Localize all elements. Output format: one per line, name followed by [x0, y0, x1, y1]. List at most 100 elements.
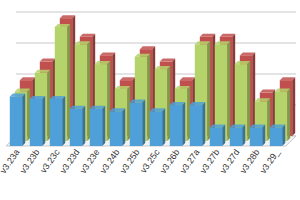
bar-side	[102, 106, 105, 146]
bar	[210, 127, 222, 146]
bar-top	[35, 70, 50, 73]
category-label: v3.27d	[218, 147, 242, 175]
bar-top	[160, 59, 175, 62]
bar-side	[127, 86, 130, 141]
bar-side	[222, 124, 225, 146]
bar	[190, 105, 202, 146]
bar	[270, 127, 282, 146]
bar-top	[55, 24, 70, 27]
bar-side	[142, 100, 145, 146]
bar-top	[150, 108, 165, 111]
category-label: v3.23b	[18, 147, 42, 175]
bar-top	[200, 34, 215, 37]
bar-side	[262, 124, 265, 146]
bar-top	[15, 88, 30, 91]
bar-top	[115, 86, 130, 89]
bar-top	[255, 98, 270, 101]
category-label: v3.28b	[238, 147, 262, 175]
bar-top	[10, 93, 25, 96]
bar-top	[95, 61, 110, 64]
category-label: v3.26b	[158, 147, 182, 175]
bar-side	[267, 98, 270, 141]
bar	[50, 99, 62, 146]
bar-top	[190, 102, 205, 105]
bar-top	[30, 96, 45, 99]
bar-side	[87, 41, 90, 141]
bar-side	[282, 124, 285, 146]
category-label: v3.27b	[198, 147, 222, 175]
bar-side	[107, 61, 110, 141]
category-label: v3.25b	[118, 147, 142, 175]
bar-top	[240, 52, 255, 55]
bar-top	[155, 66, 170, 69]
bar-top	[80, 34, 95, 37]
bar	[110, 111, 122, 146]
bar-top	[220, 34, 235, 37]
grid-line	[16, 12, 296, 13]
bar	[10, 96, 22, 146]
bar-top	[110, 108, 125, 111]
category-label: v3.27a	[178, 147, 202, 175]
bar-top	[130, 100, 145, 103]
bar-side	[287, 88, 290, 141]
bar-top	[230, 124, 245, 127]
bar-side	[122, 108, 125, 146]
category-label: v3.29_	[258, 147, 282, 176]
category-label: v3.24b	[98, 147, 122, 175]
bar-top	[120, 77, 135, 80]
bar-top	[260, 90, 275, 93]
bar	[250, 127, 262, 146]
bar-top	[90, 106, 105, 109]
bar-top	[210, 124, 225, 127]
bar	[230, 127, 242, 146]
bars	[10, 15, 295, 146]
bar	[30, 99, 42, 146]
bar-top	[140, 46, 155, 49]
bar-side	[147, 54, 150, 141]
bar-top	[170, 102, 185, 105]
bar-side	[232, 34, 235, 136]
bar-side	[27, 88, 30, 141]
chart: v3.23av3.23bv3.23cv3.23dv3.23ev3.24bv3.2…	[0, 0, 300, 200]
bar-side	[67, 24, 70, 141]
bar-side	[212, 34, 215, 136]
category-label: v3.23d	[58, 147, 82, 175]
bar	[70, 109, 82, 146]
bar-side	[62, 96, 65, 146]
bar-top	[235, 61, 250, 64]
bar-top	[50, 96, 65, 99]
bar	[150, 111, 162, 146]
bar-side	[202, 102, 205, 146]
bar-top	[280, 77, 295, 80]
bar-side	[162, 108, 165, 146]
bar-top	[215, 41, 230, 44]
bar-side	[227, 41, 230, 141]
category-label: v3.23a	[0, 147, 22, 175]
chart-svg: v3.23av3.23bv3.23cv3.23dv3.23ev3.24bv3.2…	[0, 0, 300, 200]
bar-top	[275, 88, 290, 91]
bar-top	[175, 86, 190, 89]
bar-top	[270, 124, 285, 127]
bar-side	[187, 86, 190, 141]
bar-side	[292, 77, 295, 136]
bar-side	[82, 106, 85, 146]
bar-side	[22, 93, 25, 146]
bar-top	[60, 15, 75, 18]
bar-side	[167, 66, 170, 141]
bar	[90, 109, 102, 146]
bar-side	[252, 52, 255, 136]
bar-top	[250, 124, 265, 127]
bar-top	[20, 77, 35, 80]
bar-side	[207, 41, 210, 141]
bar-top	[75, 41, 90, 44]
category-label: v3.23e	[78, 147, 102, 175]
bar-top	[40, 59, 55, 62]
bar-top	[135, 54, 150, 57]
bar-side	[242, 124, 245, 146]
bar-side	[182, 102, 185, 146]
bar-top	[180, 77, 195, 80]
bar-side	[247, 61, 250, 141]
bar-top	[195, 41, 210, 44]
bar-side	[47, 70, 50, 141]
bar-top	[70, 106, 85, 109]
